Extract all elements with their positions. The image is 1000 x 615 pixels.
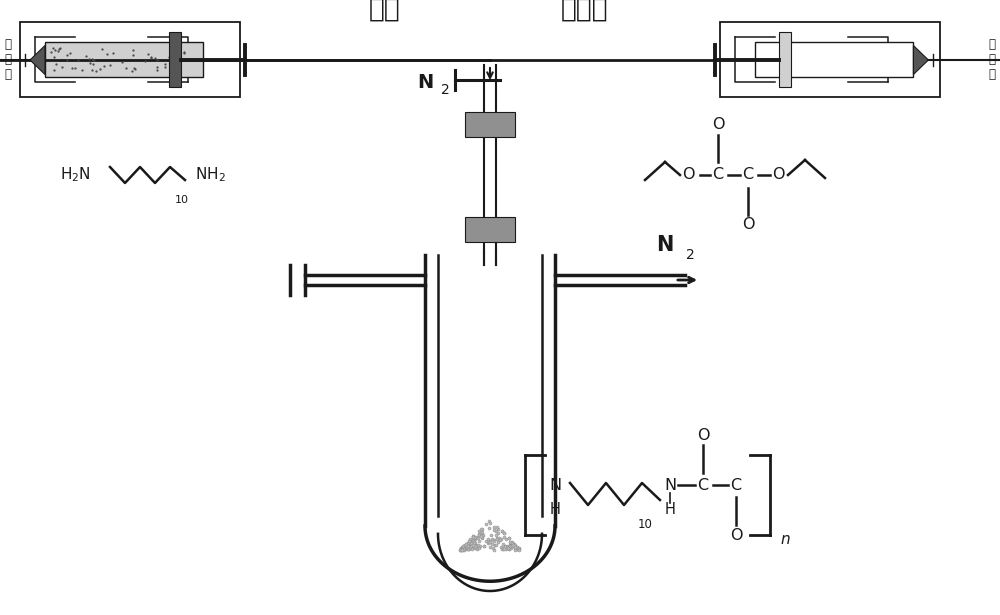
Text: O: O: [682, 167, 694, 183]
Bar: [755, 42, 913, 77]
Text: O: O: [712, 117, 724, 132]
Text: O: O: [772, 167, 784, 183]
Text: $\mathsf{NH_2}$: $\mathsf{NH_2}$: [195, 165, 226, 184]
Bar: [20, 23, 240, 98]
Bar: [169, 33, 181, 87]
Text: 草酸酯: 草酸酯: [561, 0, 609, 23]
Bar: [779, 33, 791, 87]
Text: C: C: [697, 477, 709, 493]
Text: N: N: [549, 477, 561, 493]
Text: O: O: [730, 528, 742, 542]
Text: n: n: [780, 533, 790, 547]
Text: O: O: [742, 218, 754, 232]
Text: N: N: [417, 74, 433, 92]
Text: H: H: [665, 502, 675, 517]
Text: C: C: [712, 167, 724, 183]
Text: $\mathsf{H_2N}$: $\mathsf{H_2N}$: [60, 165, 91, 184]
Text: N: N: [664, 477, 676, 493]
Text: 10: 10: [638, 518, 652, 531]
Text: 2: 2: [441, 83, 449, 97]
Bar: [465, 113, 515, 138]
Text: H: H: [550, 502, 560, 517]
Bar: [465, 218, 515, 242]
Text: C: C: [742, 167, 754, 183]
Polygon shape: [30, 46, 45, 74]
Text: 2: 2: [686, 248, 694, 262]
Text: 注
射
泵: 注 射 泵: [5, 39, 12, 82]
Text: 二胺: 二胺: [369, 0, 401, 23]
Bar: [45, 42, 203, 77]
Text: 10: 10: [175, 195, 189, 205]
Text: O: O: [697, 427, 709, 443]
Text: 注
射
泵: 注 射 泵: [988, 39, 996, 82]
Text: C: C: [730, 477, 742, 493]
Text: N: N: [656, 235, 674, 255]
Polygon shape: [913, 46, 928, 74]
Bar: [720, 23, 940, 98]
